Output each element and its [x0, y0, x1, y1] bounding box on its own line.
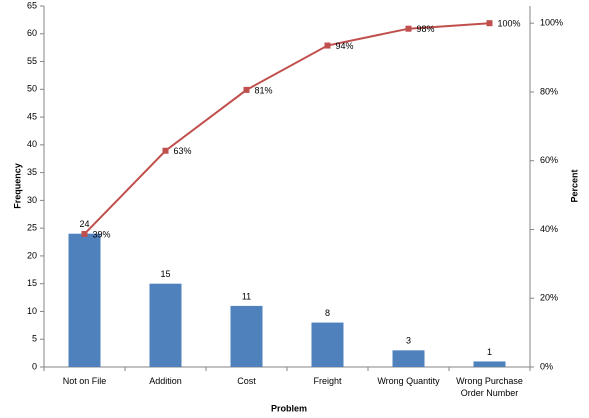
line [83, 22, 490, 235]
bar-label: 11 [242, 291, 251, 301]
line-label: 63% [174, 146, 192, 156]
y2-tick-label: 100% [540, 18, 563, 28]
y-tick-label: 25 [27, 223, 37, 233]
bar [230, 305, 263, 367]
y-tick-label: 45 [27, 111, 37, 121]
bar [392, 350, 425, 367]
y2-tick-label: 20% [540, 293, 558, 303]
x-tick-label: Cost [237, 376, 256, 386]
x-axis-title: Problem [271, 403, 307, 413]
y-axis-title: Frequency [12, 163, 22, 209]
line-label: 100% [498, 19, 521, 29]
bar-label: 15 [160, 269, 170, 279]
line-label: 98% [417, 24, 435, 34]
line-marker [81, 230, 88, 237]
y-tick-label: 10 [27, 306, 37, 316]
line-label: 39% [93, 229, 111, 239]
line-marker [324, 42, 331, 49]
x-tick-label: Freight [313, 376, 342, 386]
bar-label: 1 [487, 347, 492, 357]
bar-label: 24 [79, 219, 89, 229]
y2-axis-title: Percent [569, 169, 579, 202]
y-tick-label: 55 [27, 56, 37, 66]
y-tick-label: 0 [32, 361, 37, 371]
line-marker [162, 147, 169, 154]
x-tick-label: Wrong Quantity [377, 376, 440, 386]
x-tick-label: Addition [149, 376, 182, 386]
bar-label: 3 [406, 336, 411, 346]
y-tick-label: 30 [27, 195, 37, 205]
line-label: 81% [255, 85, 273, 95]
y2-tick-label: 60% [540, 155, 558, 165]
x-tick-label: Wrong Purchase Order Number [456, 376, 523, 398]
y2-tick-label: 40% [540, 224, 558, 234]
line-marker [243, 86, 250, 93]
y-tick-label: 5 [32, 334, 37, 344]
y-tick-label: 15 [27, 278, 37, 288]
bar [68, 233, 101, 367]
bar-label: 8 [325, 308, 330, 318]
y-tick-label: 20 [27, 250, 37, 260]
y-tick-label: 40 [27, 139, 37, 149]
y-tick-label: 50 [27, 84, 37, 94]
y-tick-label: 60 [27, 28, 37, 38]
y2-tick-label: 80% [540, 86, 558, 96]
line-label: 94% [336, 41, 354, 51]
x-tick-label: Not on File [62, 376, 107, 386]
line-marker [405, 25, 412, 32]
y2-tick-label: 0% [540, 361, 553, 371]
bar [473, 361, 506, 367]
bar [311, 322, 344, 367]
line-marker [486, 20, 493, 27]
y-tick-label: 65 [27, 0, 37, 10]
y-tick-label: 35 [27, 167, 37, 177]
bar [149, 283, 182, 367]
